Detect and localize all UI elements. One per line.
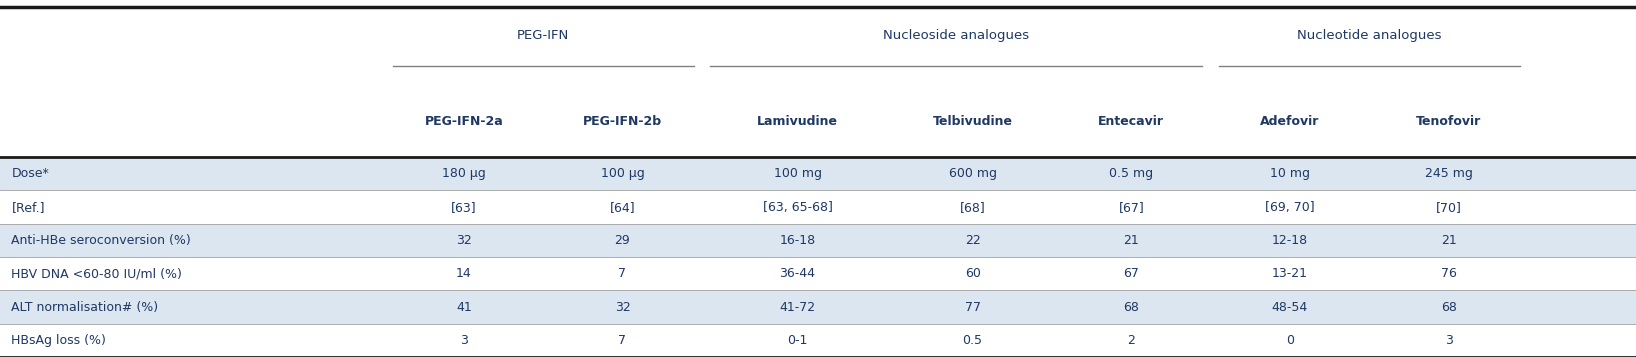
Text: Entecavir: Entecavir xyxy=(1098,115,1165,128)
Text: 67: 67 xyxy=(1124,267,1139,280)
Text: Tenofovir: Tenofovir xyxy=(1417,115,1481,128)
Text: 16-18: 16-18 xyxy=(779,234,816,247)
Text: 21: 21 xyxy=(1124,234,1139,247)
Text: 0: 0 xyxy=(1286,334,1294,347)
Text: 180 μg: 180 μg xyxy=(442,167,486,180)
Text: 32: 32 xyxy=(615,301,630,313)
Text: [63]: [63] xyxy=(452,201,476,213)
Text: 100 μg: 100 μg xyxy=(600,167,645,180)
Text: ALT normalisation# (%): ALT normalisation# (%) xyxy=(11,301,159,313)
Bar xyxy=(0,224,1636,257)
Text: HBV DNA <60-80 IU/ml (%): HBV DNA <60-80 IU/ml (%) xyxy=(11,267,182,280)
Text: 13-21: 13-21 xyxy=(1271,267,1309,280)
Text: 0.5 mg: 0.5 mg xyxy=(1109,167,1153,180)
Bar xyxy=(0,290,1636,324)
Bar xyxy=(0,157,1636,190)
Text: 22: 22 xyxy=(965,234,980,247)
Text: 0.5: 0.5 xyxy=(962,334,983,347)
Text: Adefovir: Adefovir xyxy=(1260,115,1320,128)
Text: 3: 3 xyxy=(1445,334,1453,347)
Text: [63, 65-68]: [63, 65-68] xyxy=(762,201,833,213)
Text: 41-72: 41-72 xyxy=(779,301,816,313)
Text: 3: 3 xyxy=(460,334,468,347)
Text: Anti-HBe seroconversion (%): Anti-HBe seroconversion (%) xyxy=(11,234,191,247)
Text: PEG-IFN-2b: PEG-IFN-2b xyxy=(582,115,663,128)
Text: Dose*: Dose* xyxy=(11,167,49,180)
Text: [68]: [68] xyxy=(960,201,985,213)
Text: [70]: [70] xyxy=(1436,201,1461,213)
Text: 100 mg: 100 mg xyxy=(774,167,821,180)
Text: 0-1: 0-1 xyxy=(787,334,808,347)
Text: 48-54: 48-54 xyxy=(1271,301,1309,313)
Bar xyxy=(0,257,1636,290)
Bar xyxy=(0,190,1636,224)
Bar xyxy=(0,324,1636,357)
Text: PEG-IFN-2a: PEG-IFN-2a xyxy=(424,115,504,128)
Text: [Ref.]: [Ref.] xyxy=(11,201,44,213)
Text: 68: 68 xyxy=(1124,301,1139,313)
Text: 41: 41 xyxy=(456,301,471,313)
Text: Nucleotide analogues: Nucleotide analogues xyxy=(1297,29,1441,42)
Text: [67]: [67] xyxy=(1119,201,1144,213)
Text: HBsAg loss (%): HBsAg loss (%) xyxy=(11,334,106,347)
Text: 32: 32 xyxy=(456,234,471,247)
Text: Lamivudine: Lamivudine xyxy=(757,115,838,128)
Text: [64]: [64] xyxy=(610,201,635,213)
Text: 10 mg: 10 mg xyxy=(1270,167,1310,180)
Text: 68: 68 xyxy=(1441,301,1456,313)
Text: 77: 77 xyxy=(965,301,980,313)
Text: 14: 14 xyxy=(456,267,471,280)
Text: 245 mg: 245 mg xyxy=(1425,167,1472,180)
Text: 12-18: 12-18 xyxy=(1271,234,1309,247)
Text: 600 mg: 600 mg xyxy=(949,167,996,180)
Text: 2: 2 xyxy=(1127,334,1135,347)
Text: 21: 21 xyxy=(1441,234,1456,247)
Text: 36-44: 36-44 xyxy=(779,267,816,280)
Text: PEG-IFN: PEG-IFN xyxy=(517,29,569,42)
Text: 7: 7 xyxy=(618,334,627,347)
Text: 60: 60 xyxy=(965,267,980,280)
Text: 76: 76 xyxy=(1441,267,1456,280)
Text: Nucleoside analogues: Nucleoside analogues xyxy=(883,29,1029,42)
Text: Telbivudine: Telbivudine xyxy=(933,115,1013,128)
Text: [69, 70]: [69, 70] xyxy=(1265,201,1315,213)
Text: 7: 7 xyxy=(618,267,627,280)
Text: 29: 29 xyxy=(615,234,630,247)
